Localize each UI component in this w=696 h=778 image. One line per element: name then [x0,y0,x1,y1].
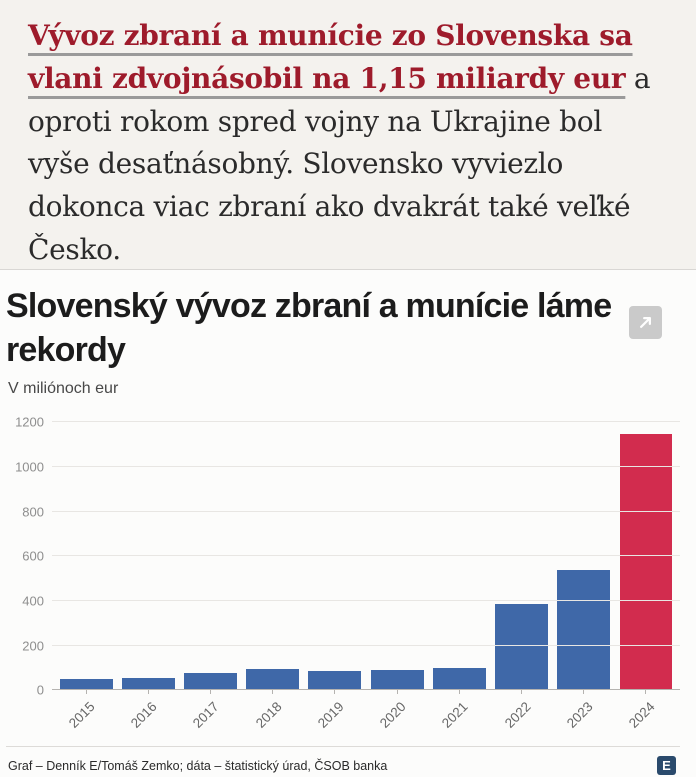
x-tick-label-2019: 2019 [314,699,347,732]
y-tick-label-0: 0 [36,682,44,698]
x-cell-2019: 2019 [304,690,366,742]
x-cell-2016: 2016 [117,690,179,742]
x-tick-mark [272,690,274,695]
bar-2024 [619,433,673,691]
article-paragraph: Vývoz zbraní a munície zo Slovenska sa v… [28,15,670,272]
x-tick-label-2021: 2021 [439,699,472,732]
x-axis-labels: 2015 2016 2017 2018 2019 2020 2021 2022 2023 2024 [52,690,680,742]
chart-title: Slovenský vývoz zbraní a munície láme re… [6,287,612,370]
open-in-new-icon [635,312,656,333]
plot-area: 0 200 400 600 800 1000 1200 [15,415,680,698]
bar-2015 [59,678,113,691]
y-tick-label-600: 600 [22,548,44,564]
x-tick-mark [521,690,523,695]
bar-slot-2022 [490,422,552,691]
bar-2019 [308,670,362,691]
x-tick-label-2023: 2023 [563,699,596,732]
x-tick-label-2018: 2018 [252,699,285,732]
bar-slot-2021 [428,422,490,691]
x-cell-2017: 2017 [179,690,241,742]
bar-slot-2015 [55,422,117,691]
chart-card: Slovenský vývoz zbraní a munície láme re… [0,270,696,777]
expand-chart-button[interactable] [629,306,662,339]
bar-slot-2016 [117,422,179,691]
bar-slot-2020 [366,422,428,691]
x-tick-mark [85,690,87,695]
y-tick-label-1000: 1000 [15,459,44,475]
article-excerpt: Vývoz zbraní a munície zo Slovenska sa v… [0,0,696,270]
bar-slot-2024 [615,422,677,691]
x-tick-label-2022: 2022 [501,699,534,732]
x-tick-mark [147,690,149,695]
x-tick-mark [583,690,585,695]
bars [52,422,680,691]
x-cell-2020: 2020 [366,690,428,742]
bar-2022 [495,604,548,691]
x-tick-mark [334,690,336,695]
gridline-200 [52,644,680,646]
chart-credit: Graf – Denník E/Tomáš Zemko; dáta – štat… [8,758,388,773]
bar-2016 [121,678,175,691]
x-tick-mark [396,690,398,695]
x-tick-label-2017: 2017 [190,699,223,732]
gridline-400 [52,600,680,602]
x-tick-label-2024: 2024 [625,699,658,732]
x-cell-2021: 2021 [428,690,490,742]
x-cell-2023: 2023 [553,690,615,742]
bar-slot-2017 [179,422,241,691]
dennik-e-logo[interactable]: E [657,756,676,776]
x-cell-2024: 2024 [615,690,677,742]
x-tick-mark [458,690,460,695]
bar-2023 [557,569,611,691]
chart-footer: Graf – Denník E/Tomáš Zemko; dáta – štat… [6,746,680,778]
gridline-600 [52,555,680,557]
x-tick-label-2015: 2015 [65,699,98,732]
gridline-1200 [52,421,680,423]
bar-2018 [246,668,300,691]
x-tick-mark [210,690,211,695]
bar-2017 [184,672,237,691]
bar-2020 [370,669,424,691]
y-tick-label-200: 200 [22,638,44,654]
y-tick-label-1200: 1200 [15,414,44,430]
gridline-1000 [52,466,680,468]
x-cell-2018: 2018 [242,690,304,742]
gridline-0 [52,689,680,691]
x-tick-label-2020: 2020 [376,699,409,732]
bar-slot-2018 [242,422,304,691]
y-tick-label-800: 800 [22,504,44,520]
bar-slot-2019 [304,422,366,691]
y-tick-label-400: 400 [22,593,44,609]
x-cell-2022: 2022 [490,690,552,742]
bar-2021 [432,668,486,691]
x-tick-mark [645,690,647,695]
article-headline-link[interactable]: Vývoz zbraní a munície zo Slovenska sa v… [28,19,633,95]
x-cell-2015: 2015 [55,690,117,742]
x-tick-label-2016: 2016 [128,699,160,732]
gridline-800 [52,510,680,512]
article-body-text: a oproti rokom spred vojny na Ukrajine b… [28,61,651,267]
bar-slot-2023 [553,422,615,691]
chart-unit-subtitle: V miliónoch eur [8,380,119,398]
